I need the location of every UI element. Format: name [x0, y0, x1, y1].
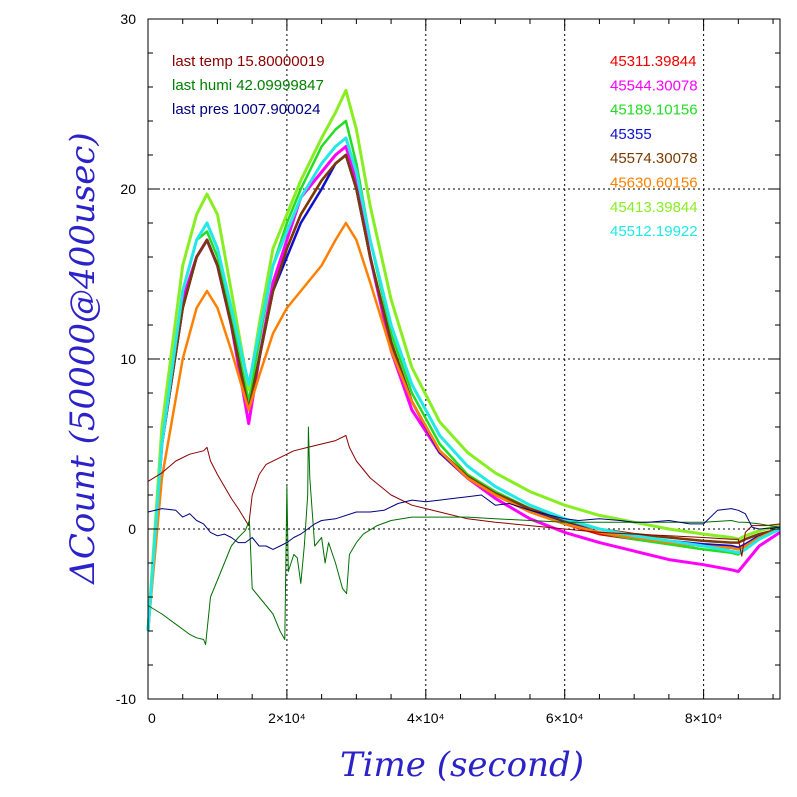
- minor-ticks: [147, 18, 780, 700]
- series-line-6: [146, 88, 781, 632]
- grid: [148, 19, 780, 699]
- y-tick-label: 30: [120, 11, 136, 27]
- series-line-4: [146, 153, 781, 632]
- legend-entry: 45355: [610, 126, 652, 143]
- y-axis-title: ΔCount (50000@400usec): [63, 132, 103, 585]
- series-line-7: [146, 136, 781, 632]
- legend-entry: 45630.60156: [610, 175, 698, 192]
- x-tick-label: 8×10⁴: [685, 710, 723, 726]
- x-tick-label: 2×10⁴: [268, 710, 306, 726]
- x-axis-title: Time (second): [340, 745, 584, 785]
- legend-entry: 45544.30078: [610, 77, 698, 94]
- y-tick-label: 10: [120, 351, 136, 367]
- legend-entry: 45311.39844: [610, 53, 696, 70]
- x-tick-labels: 0 2×10⁴ 4×10⁴ 6×10⁴ 8×10⁴: [148, 710, 722, 726]
- y-tick-label: 0: [128, 521, 136, 537]
- y-tick-labels: -10 0 10 20 30: [116, 11, 136, 707]
- series-layer: [146, 88, 781, 646]
- annotation-0: last temp 15.80000019: [172, 53, 325, 70]
- x-tick-label: 6×10⁴: [546, 710, 584, 726]
- y-tick-label: -10: [116, 691, 136, 707]
- legend-entry: 45512.19922: [610, 223, 698, 240]
- annotations: last temp 15.80000019 last humi 42.099998…: [172, 53, 325, 118]
- x-tick-label: 4×10⁴: [407, 710, 445, 726]
- annotation-2: last pres 1007.900024: [172, 101, 320, 118]
- legend-entry: 45413.39844: [610, 199, 698, 216]
- annotation-1: last humi 42.09999847: [172, 77, 324, 94]
- legend-entry: 45189.10156: [610, 102, 698, 119]
- series-line-9: [147, 426, 781, 646]
- series-line-8: [147, 435, 781, 557]
- y-tick-label: 20: [120, 181, 136, 197]
- legend: 45311.39844 45544.30078 45189.10156 45355 45…: [610, 53, 698, 240]
- legend-entry: 45574.30078: [610, 150, 698, 167]
- series-line-10: [147, 494, 781, 550]
- x-tick-label: 0: [148, 710, 156, 726]
